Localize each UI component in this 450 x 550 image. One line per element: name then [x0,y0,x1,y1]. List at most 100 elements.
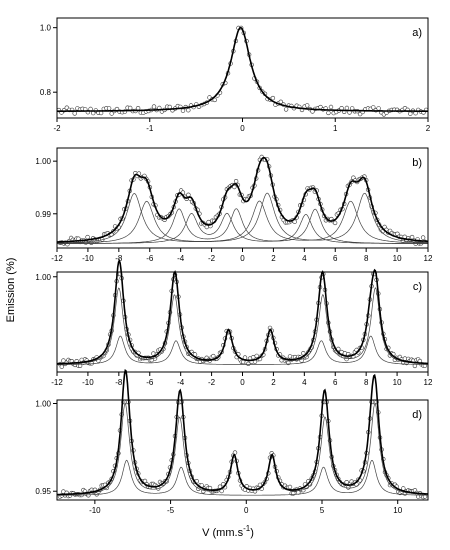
data-point [59,364,64,369]
data-point [106,106,112,111]
data-point [246,361,251,366]
x-tick-label: 0 [240,378,245,387]
data-point [186,192,191,198]
y-tick-label: 0.8 [40,88,52,97]
x-tick-label: -8 [115,378,123,387]
x-tick-label: -1 [146,124,154,133]
data-point [77,363,83,368]
x-tick-label: 8 [364,378,369,387]
component-curve-2 [57,200,428,244]
x-tick-label: 10 [393,506,402,515]
x-tick-label: 12 [424,378,433,387]
data-point [61,358,66,363]
x-tick-label: -10 [82,254,94,263]
data-point [376,106,381,111]
plot-frame [56,399,429,501]
component-curve-2 [57,459,428,496]
data-point [287,484,293,490]
data-point [344,356,349,362]
y-tick-label: 0.99 [35,210,51,219]
panel-b: -12 -10 -8 -6 -4 -2 0 2 4 6 8 10 12 0.99 1.00 b) [35,147,433,263]
x-tick-label: 6 [333,254,338,263]
x-tick-label: -10 [82,378,94,387]
x-tick-label: 0 [244,506,249,515]
x-tick-label: -4 [177,378,185,387]
data-point [332,220,338,226]
data-point [72,111,77,116]
data-point [422,494,428,499]
x-tick-label: -6 [146,378,154,387]
component-curve-4 [57,212,428,244]
data-point [186,107,191,113]
data-point [328,104,334,110]
panel-a: -2 -1 0 1 2 0.8 1.0 a) [40,17,431,133]
data-point [278,99,283,105]
x-tick-label: 2 [271,378,276,387]
data-point [142,478,148,484]
y-tick-label: 1.00 [35,273,51,282]
data-point [86,493,91,498]
data-point [326,110,331,116]
data-point [292,219,297,224]
panel-label: c) [413,281,422,293]
x-tick-label: 12 [424,254,433,263]
data-point [270,95,276,101]
x-tick-label: -10 [89,506,101,515]
x-tick-label: 2 [271,254,276,263]
component-curve-1 [57,402,428,496]
x-tick-label: 8 [364,254,369,263]
panel-d: -10 -5 0 5 10 0.95 1.00 d) [35,369,429,515]
data-point [85,234,90,240]
y-tick-label: 1.0 [40,24,52,33]
data-point [232,450,238,455]
x-tick-label: -6 [146,254,154,263]
x-tick-label: -12 [51,378,63,387]
fit-total-curve [57,156,428,243]
panel-c: -12 -10 -8 -6 -4 -2 0 2 4 6 8 10 12 1.00 c) [35,258,433,387]
data-point [151,104,157,109]
data-point [301,351,306,356]
x-tick-label: 2 [426,124,431,133]
x-tick-label: -2 [53,124,61,133]
x-tick-label: -4 [177,254,185,263]
data-point [420,235,426,240]
panel-label: b) [412,157,422,169]
panel-label: a) [412,27,422,39]
component-curve-2 [57,335,428,365]
data-point [344,105,350,111]
x-tick-label: -2 [208,254,216,263]
data-point [212,97,218,103]
fit-total-curve [57,27,428,112]
y-tick-label: 1.00 [35,157,51,166]
x-tick-label: -12 [51,254,63,263]
y-axis-label: Emission (%) [5,258,17,323]
x-tick-label: -2 [208,378,216,387]
x-tick-label: -8 [115,254,123,263]
fit-total-curve [57,369,429,496]
data-point [180,108,186,113]
x-tick-label: 10 [393,378,402,387]
x-tick-label: -5 [167,506,175,515]
x-tick-label: 0 [240,254,245,263]
data-point [371,105,376,110]
x-tick-label: 6 [333,378,338,387]
x-tick-label: 1 [333,124,338,133]
x-tick-label: 4 [302,378,307,387]
y-tick-label: 1.00 [35,400,51,409]
data-point [206,219,211,225]
data-point [233,179,239,184]
x-axis-label: V (mm.s-1) [202,524,254,539]
data-point [232,184,237,190]
x-tick-label: 4 [302,254,307,263]
data-point [409,234,415,240]
data-point [283,107,289,112]
x-tick-label: 0 [240,124,245,133]
fit-total-curve [56,258,428,365]
y-tick-label: 0.95 [35,487,51,496]
panel-label: d) [412,409,422,421]
data-point [305,103,310,108]
x-tick-label: 5 [320,506,325,515]
data-point [135,105,141,111]
